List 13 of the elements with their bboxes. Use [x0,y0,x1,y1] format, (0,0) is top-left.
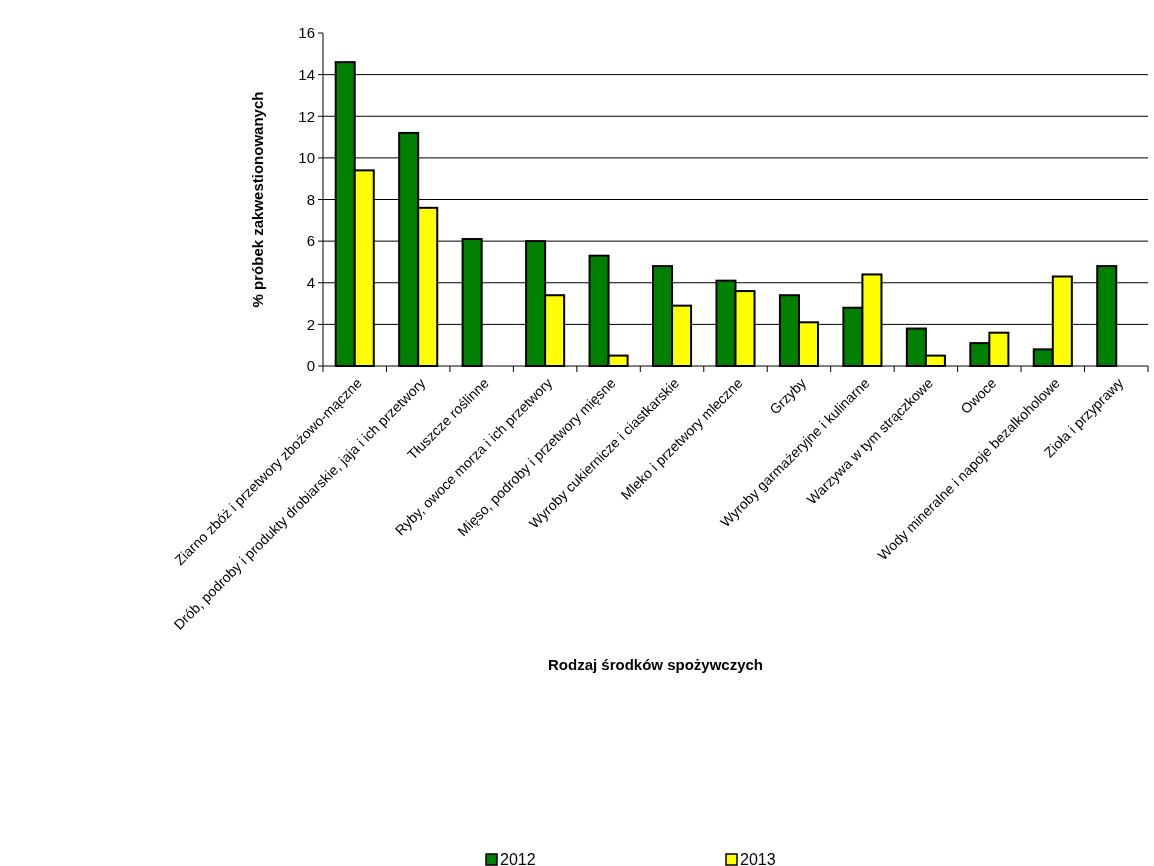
x-axis-title: Rodzaj środków spożywczych [547,656,764,673]
y-tick-label: 2 [306,315,315,333]
y-tick-label: 0 [306,357,315,375]
y-tick-label: 10 [298,149,315,167]
y-tick-label: 16 [298,24,315,42]
y-tick-label: 8 [306,190,315,208]
y-axis-title: % próbek zakwestionowanych [249,91,266,308]
legend-label: 2013 [740,851,776,866]
legend-label: 2012 [500,851,536,866]
y-tick-label: 12 [298,107,315,125]
y-tick-label: 14 [298,65,315,83]
y-tick-label: 4 [306,274,315,291]
y-tick-label: 6 [306,232,315,250]
